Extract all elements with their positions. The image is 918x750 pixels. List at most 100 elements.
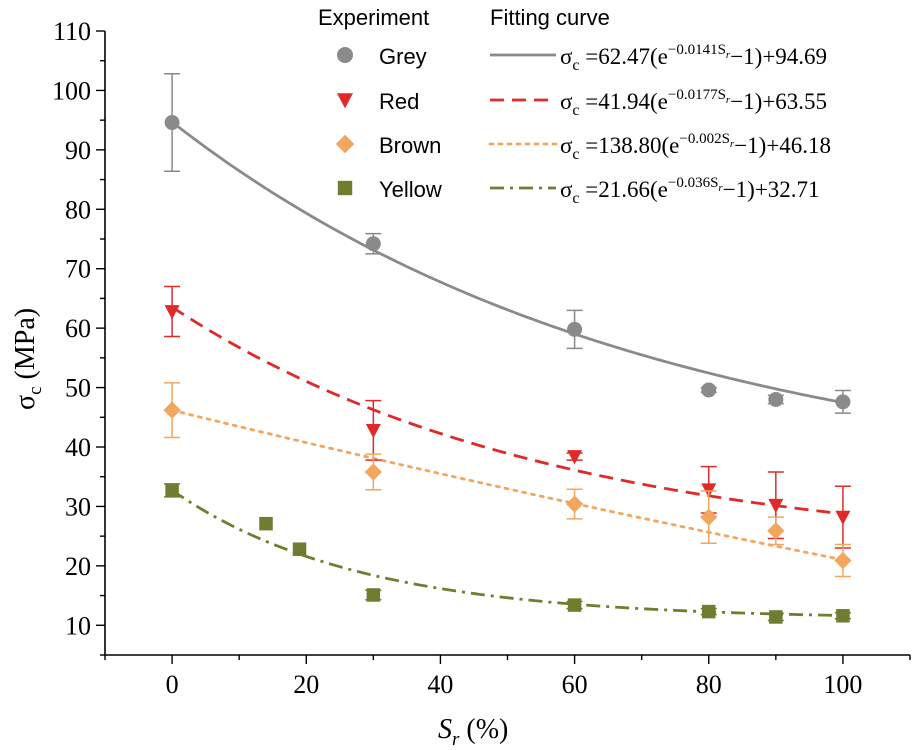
legend-equation-red: σc =41.94(e−0.0177Sr−1)+63.55 — [560, 87, 827, 119]
equation-part: =41.94(e — [580, 89, 668, 114]
y-tick-label: 110 — [53, 17, 91, 46]
data-point-grey — [567, 321, 583, 337]
y-tick-label: 40 — [65, 433, 91, 462]
x-tick-label: 40 — [427, 670, 453, 699]
data-point-brown — [767, 522, 785, 540]
legend-header-fitting: Fitting curve — [490, 5, 610, 30]
y-axis-subscript: c — [25, 386, 46, 394]
equation-part: −1)+94.69 — [730, 44, 827, 69]
equation-part: c — [572, 57, 579, 74]
legend-equation-grey: σc =62.47(e−0.0141Sr−1)+94.69 — [560, 42, 827, 74]
data-point-grey — [701, 382, 717, 398]
equation-part: −1)+63.55 — [730, 89, 827, 114]
equation-part: −0.0177S — [668, 87, 726, 103]
equation-part: r — [726, 94, 731, 106]
data-point-yellow — [366, 588, 381, 602]
data-point-red — [164, 305, 180, 320]
fit-curve-brown — [170, 408, 845, 562]
fit-curve-grey — [171, 120, 844, 404]
x-ticks: 0 20 40 60 80 100 — [104, 655, 911, 699]
x-tick-label: 0 — [166, 670, 179, 699]
x-axis-symbol: S — [438, 714, 452, 745]
data-point-grey — [835, 394, 851, 410]
legend-marker-brown — [335, 134, 355, 154]
legend-label-red: Red — [379, 89, 419, 114]
x-tick-label: 100 — [823, 670, 862, 699]
data-point-yellow — [567, 598, 582, 612]
equation-part: −0.002S — [679, 131, 730, 147]
data-point-red — [835, 510, 851, 526]
data-point-yellow — [292, 542, 307, 556]
data-point-yellow — [836, 609, 850, 623]
y-axis-symbol: σ — [10, 395, 41, 410]
fit-curve-red — [171, 305, 844, 516]
equation-part: σ — [560, 177, 573, 202]
data-point-brown — [834, 551, 852, 570]
legend-marker-red — [337, 93, 353, 109]
data-point-red — [768, 498, 784, 514]
legend-equation-yellow: σc =21.66(e−0.036Sr−1)+32.71 — [560, 175, 820, 207]
data-point-yellow — [702, 604, 716, 619]
legend: Experiment Fitting curve Grey σc =62.47(e… — [318, 5, 831, 207]
y-tick-label: 90 — [65, 136, 91, 165]
equation-part: =21.66(e — [580, 177, 668, 202]
legend-header-experiment: Experiment — [318, 5, 429, 30]
data-point-brown — [364, 463, 382, 481]
equation-part: r — [726, 49, 731, 61]
equation-part: r — [718, 182, 723, 194]
x-axis-title: Sr (%) — [438, 714, 508, 750]
y-tick-label: 100 — [52, 76, 91, 105]
x-axis-subscript: r — [452, 729, 460, 750]
legend-label-grey: Grey — [379, 44, 427, 69]
x-axis-unit: (%) — [459, 714, 508, 745]
y-tick-label: 10 — [65, 611, 91, 640]
data-point-grey — [768, 391, 784, 407]
equation-part: r — [730, 138, 735, 150]
x-tick-label: 20 — [293, 670, 319, 699]
x-tick-label: 80 — [696, 670, 722, 699]
fit-curves — [170, 120, 845, 617]
x-tick-label: 60 — [562, 670, 588, 699]
fit-curve-yellow — [171, 489, 843, 617]
equation-part: σ — [560, 44, 573, 69]
legend-label-yellow: Yellow — [379, 177, 442, 202]
data-point-brown — [565, 495, 584, 513]
y-tick-label: 60 — [65, 314, 91, 343]
data-point-brown — [700, 508, 718, 526]
equation-part: c — [572, 102, 579, 119]
equation-part: c — [572, 146, 579, 163]
data-point-brown — [163, 401, 181, 419]
legend-equation-brown: σc =138.80(e−0.002Sr−1)+46.18 — [560, 131, 831, 163]
legend-marker-yellow — [337, 180, 353, 196]
equation-part: −0.036S — [668, 175, 719, 191]
y-axis-unit: (MPa) — [10, 308, 41, 387]
data-point-red — [365, 423, 381, 439]
equation-part: −1)+46.18 — [734, 133, 831, 158]
y-tick-label: 30 — [65, 492, 91, 521]
equation-part: −0.0141S — [668, 42, 726, 58]
data-points — [163, 73, 852, 624]
equation-part: c — [572, 190, 579, 207]
data-point-red — [567, 450, 583, 465]
legend-marker-grey — [337, 47, 353, 63]
y-tick-label: 70 — [65, 255, 91, 284]
data-point-grey — [164, 115, 180, 131]
data-point-grey — [365, 236, 381, 252]
y-axis-title: σc (MPa) — [10, 308, 46, 410]
equation-part: σ — [560, 133, 573, 158]
data-point-yellow — [769, 610, 783, 624]
y-tick-label: 80 — [65, 195, 91, 224]
equation-part: σ — [560, 89, 573, 114]
y-ticks: 10 20 30 40 50 60 70 80 90 100 110 — [52, 17, 105, 656]
equation-part: =138.80(e — [580, 133, 680, 158]
equation-part: =62.47(e — [580, 44, 668, 69]
data-point-yellow — [259, 516, 273, 531]
axes: 0 20 40 60 80 100 10 20 30 40 50 60 70 80 90 100 110 — [52, 17, 911, 699]
y-tick-label: 20 — [65, 552, 91, 581]
y-tick-label: 50 — [65, 374, 91, 403]
legend-label-brown: Brown — [379, 133, 441, 158]
data-point-yellow — [165, 483, 179, 498]
equation-part: −1)+32.71 — [723, 177, 820, 202]
